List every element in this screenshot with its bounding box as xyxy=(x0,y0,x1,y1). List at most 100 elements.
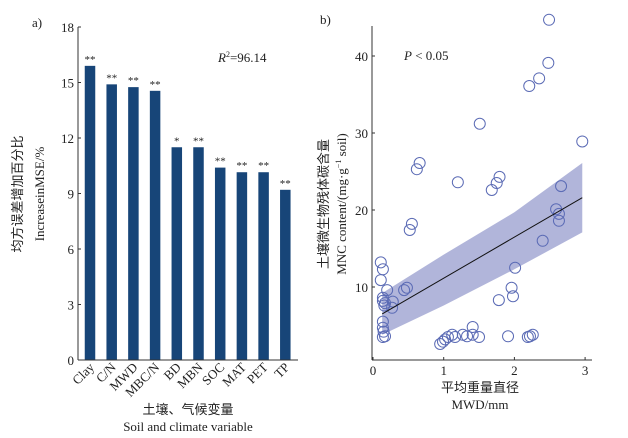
scatter-point xyxy=(506,290,519,303)
scatter-point xyxy=(378,299,391,312)
y-axis-label-cn: 均方误差增加百分比 xyxy=(10,135,25,252)
x-axis-label: Soil and climate variable xyxy=(123,419,253,434)
p-value-annotation: P < 0.05 xyxy=(403,48,449,63)
confidence-band xyxy=(382,163,583,335)
scatter-point xyxy=(377,325,390,338)
bar-tp xyxy=(280,189,291,360)
scatter-point xyxy=(405,217,418,230)
scatter-point xyxy=(505,281,518,294)
significance-label: ** xyxy=(258,160,269,172)
y-tick-label: 9 xyxy=(68,187,75,202)
scatter-point xyxy=(376,294,389,307)
scatter-point xyxy=(403,224,416,237)
scatter-point xyxy=(523,80,536,93)
panel-b-scatter-chart: b) 10 20 30 40 0 1 2 3 P < 0.05 土壤微生物残体碳含量 MNC… xyxy=(316,12,592,412)
scatter-points xyxy=(374,13,589,350)
significance-label: ** xyxy=(85,54,96,66)
significance-label: ** xyxy=(280,178,291,190)
scatter-point xyxy=(536,234,549,247)
scatter-point xyxy=(493,170,506,183)
y-tick-label: 12 xyxy=(61,131,74,146)
x-tick-label: 2 xyxy=(511,363,518,378)
scatter-point xyxy=(461,330,474,343)
scatter-point xyxy=(543,13,556,26)
y-tick-label: 3 xyxy=(68,298,75,313)
y-tick-label: 15 xyxy=(61,76,74,91)
significance-label: ** xyxy=(106,72,117,84)
scatter-point xyxy=(374,274,387,287)
y-axis-label: IncreaseinMSE/% xyxy=(32,147,47,242)
scatter-point xyxy=(490,177,503,190)
significance-label: * xyxy=(174,135,180,147)
scatter-point xyxy=(379,330,392,343)
bar-bd xyxy=(171,147,183,360)
scatter-point xyxy=(502,330,515,343)
scatter-point xyxy=(542,56,555,69)
scatter-point xyxy=(533,72,546,85)
significance-label: ** xyxy=(215,156,226,168)
scatter-point xyxy=(473,117,486,130)
scatter-point xyxy=(381,284,394,297)
scatter-point xyxy=(376,315,389,328)
x-axis-label: MWD/mm xyxy=(451,397,508,412)
bar-mbn xyxy=(193,147,204,360)
x-tick-label: PET xyxy=(244,359,271,386)
significance-label: ** xyxy=(150,79,161,91)
scatter-point xyxy=(576,135,589,148)
scatter-point xyxy=(451,176,464,189)
scatter-point xyxy=(552,207,565,220)
scatter-point xyxy=(400,281,413,294)
x-tick-label: 0 xyxy=(370,363,377,378)
y-tick-label: 10 xyxy=(355,280,368,295)
scatter-point xyxy=(449,331,462,344)
y-tick-label: 40 xyxy=(355,49,368,64)
bar-soc xyxy=(214,167,226,360)
x-ticks: 0 1 2 3 xyxy=(370,357,589,378)
y-ticks: 0 3 6 9 12 15 18 xyxy=(61,20,81,368)
bar-mwd xyxy=(128,87,139,360)
scatter-point xyxy=(466,328,479,341)
y-axis-label: MNC content/(mg·g−1 soil) xyxy=(334,133,349,274)
scatter-point xyxy=(386,295,399,308)
panel-b-label: b) xyxy=(320,12,331,27)
bar-mat xyxy=(236,172,248,360)
r-squared-annotation: R2=96.14 xyxy=(217,50,267,65)
x-axis-label-cn: 平均重量直径 xyxy=(441,380,519,395)
y-tick-label: 30 xyxy=(355,126,368,141)
x-tick-label: 3 xyxy=(582,363,589,378)
scatter-point xyxy=(552,214,565,227)
x-tick-label: TP xyxy=(271,360,292,381)
y-tick-label: 20 xyxy=(355,203,368,218)
scatter-point xyxy=(523,330,536,343)
scatter-point xyxy=(492,294,505,307)
y-ticks: 10 20 30 40 xyxy=(355,49,375,295)
panel-a-label: a) xyxy=(32,15,42,30)
y-tick-label: 6 xyxy=(68,242,75,257)
scatter-point xyxy=(439,333,452,346)
scatter-point xyxy=(398,284,411,297)
bar-mbc-n xyxy=(149,90,161,360)
significance-label: ** xyxy=(236,160,247,172)
scatter-point xyxy=(376,263,389,276)
y-axis-label-cn: 土壤微生物残体碳含量 xyxy=(316,139,331,269)
scatter-point xyxy=(374,256,387,269)
bar-clay xyxy=(84,65,96,360)
bar-pet xyxy=(258,172,269,360)
fit-line xyxy=(381,197,583,315)
scatter-point xyxy=(526,328,539,341)
scatter-point xyxy=(386,301,399,314)
x-axis-label-cn: 土壤、气候变量 xyxy=(142,402,233,417)
scatter-point xyxy=(509,261,522,274)
y-tick-label: 0 xyxy=(68,353,75,368)
x-tick-label: 1 xyxy=(440,363,447,378)
scatter-point xyxy=(466,321,479,334)
significance-label: ** xyxy=(193,135,204,147)
bar-c-n xyxy=(106,84,117,360)
scatter-point xyxy=(376,321,389,334)
scatter-point xyxy=(473,331,486,344)
scatter-point xyxy=(413,157,426,170)
significance-labels: **** ** *** **** ** **** xyxy=(85,54,291,190)
